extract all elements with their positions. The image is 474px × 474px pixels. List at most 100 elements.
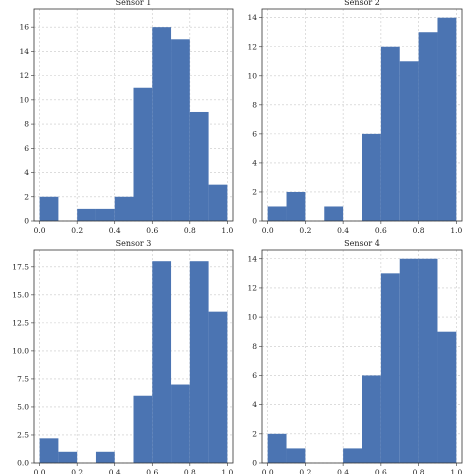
y-tick-label: 2.5 xyxy=(17,430,29,439)
y-tick-label: 10 xyxy=(19,95,29,104)
x-tick-label: 1.0 xyxy=(450,226,462,235)
y-tick-label: 6 xyxy=(24,144,29,153)
histogram-bar xyxy=(114,196,134,221)
x-tick-label: 0.2 xyxy=(299,226,311,235)
y-tick-label: 10.0 xyxy=(12,346,29,355)
x-tick-label: 0.8 xyxy=(413,226,425,235)
x-tick-label: 0.8 xyxy=(413,468,425,474)
y-tick-label: 8 xyxy=(252,100,257,109)
subplot-title: Sensor 2 xyxy=(344,0,380,7)
histogram-bar xyxy=(267,206,287,221)
plot-frame xyxy=(33,8,234,222)
y-tick-label: 17.5 xyxy=(12,262,29,271)
x-tick-label: 0.2 xyxy=(71,226,83,235)
y-tick-label: 14 xyxy=(247,13,257,22)
histogram-bar xyxy=(39,438,59,463)
x-tick-label: 0.6 xyxy=(375,468,387,474)
y-tick-label: 7.5 xyxy=(17,374,29,383)
histogram-bar xyxy=(362,133,381,221)
x-tick-label: 0.0 xyxy=(34,226,46,235)
y-tick-label: 4 xyxy=(24,168,29,177)
histogram-bar xyxy=(418,258,438,463)
x-tick-label: 0.2 xyxy=(299,468,311,474)
subplot-sensor-3: 0.0 0.2 0.4 0.6 0.8 1.0 0.0 2.5 5.0 7.5 10.0 12.5 15… xyxy=(12,239,233,474)
histogram-bar xyxy=(58,451,78,463)
x-tick-label: 1.0 xyxy=(221,226,233,235)
histogram-bar xyxy=(437,17,457,222)
histogram-bar xyxy=(152,261,172,463)
y-tick-label: 2 xyxy=(24,192,29,201)
histogram-bar xyxy=(418,32,438,221)
histogram-bar xyxy=(286,191,306,221)
y-tick-label: 12 xyxy=(247,42,257,51)
histogram-bar xyxy=(399,258,419,463)
y-tick-label: 4 xyxy=(252,400,257,409)
histogram-bar xyxy=(152,27,172,221)
x-tick-label: 0.8 xyxy=(184,468,196,474)
subplot-title: Sensor 1 xyxy=(116,0,152,7)
histogram-bar xyxy=(324,206,344,221)
histogram-bar xyxy=(189,111,209,221)
histogram-bar xyxy=(189,261,209,463)
histogram-bar xyxy=(362,375,381,463)
x-tick-label: 0.6 xyxy=(375,226,387,235)
histogram-bar xyxy=(133,395,153,463)
y-tick-label: 12 xyxy=(19,71,29,80)
histogram-bar xyxy=(171,39,190,222)
y-tick-label: 0 xyxy=(252,217,257,226)
histogram-bar xyxy=(380,273,400,463)
y-tick-label: 12 xyxy=(247,283,257,292)
x-tick-label: 0.4 xyxy=(109,226,121,235)
histogram-bar xyxy=(380,46,400,222)
x-tick-label: 1.0 xyxy=(221,468,233,474)
y-tick-label: 6 xyxy=(252,129,257,138)
histogram-bar xyxy=(77,208,96,221)
y-tick-label: 0.0 xyxy=(17,459,29,468)
plot-frame xyxy=(33,249,234,464)
x-tick-label: 1.0 xyxy=(450,468,462,474)
histogram-bar xyxy=(286,448,306,463)
y-tick-label: 4 xyxy=(252,158,257,167)
y-tick-label: 8 xyxy=(252,342,257,351)
y-tick-label: 2 xyxy=(252,429,257,438)
histogram-bar xyxy=(133,87,153,221)
subplot-sensor-2: 0.0 0.2 0.4 0.6 0.8 1.0 0 2 4 6 8 10 12 14 Sensor 2 xyxy=(247,0,462,235)
subplot-sensor-4: 0.0 0.2 0.4 0.6 0.8 1.0 0 2 4 6 8 10 12 14 Sensor 4 xyxy=(247,239,462,474)
histogram-bar xyxy=(267,433,287,463)
subplot-title: Sensor 3 xyxy=(116,239,152,248)
histogram-bar xyxy=(95,451,115,463)
y-tick-label: 0 xyxy=(24,217,29,226)
histogram-bar xyxy=(208,184,228,221)
x-tick-label: 0.4 xyxy=(109,468,121,474)
x-tick-label: 0.6 xyxy=(146,468,158,474)
y-tick-label: 0 xyxy=(252,459,257,468)
histogram-bar xyxy=(343,448,362,463)
plot-frame xyxy=(261,8,463,222)
y-tick-label: 2 xyxy=(252,187,257,196)
y-tick-label: 6 xyxy=(252,371,257,380)
y-tick-label: 14 xyxy=(19,47,29,56)
x-tick-label: 0.6 xyxy=(146,226,158,235)
y-tick-label: 5.0 xyxy=(17,402,29,411)
y-tick-label: 15.0 xyxy=(12,290,29,299)
histogram-bar xyxy=(171,384,190,463)
histogram-bar xyxy=(437,331,457,463)
y-tick-label: 10 xyxy=(247,71,257,80)
y-tick-label: 10 xyxy=(247,313,257,322)
y-tick-label: 12.5 xyxy=(12,318,29,327)
histogram-bar xyxy=(208,311,228,463)
x-tick-label: 0.8 xyxy=(184,226,196,235)
y-tick-label: 16 xyxy=(19,23,29,32)
histogram-bar xyxy=(95,208,115,221)
plot-frame xyxy=(261,249,463,464)
x-tick-label: 0.4 xyxy=(337,226,349,235)
x-tick-label: 0.0 xyxy=(34,468,46,474)
subplot-title: Sensor 4 xyxy=(344,239,380,248)
x-tick-label: 0.4 xyxy=(337,468,349,474)
x-tick-label: 0.0 xyxy=(262,468,274,474)
x-tick-label: 0.2 xyxy=(71,468,83,474)
histogram-bar xyxy=(39,196,59,221)
x-tick-label: 0.0 xyxy=(262,226,274,235)
histogram-bar xyxy=(399,61,419,221)
